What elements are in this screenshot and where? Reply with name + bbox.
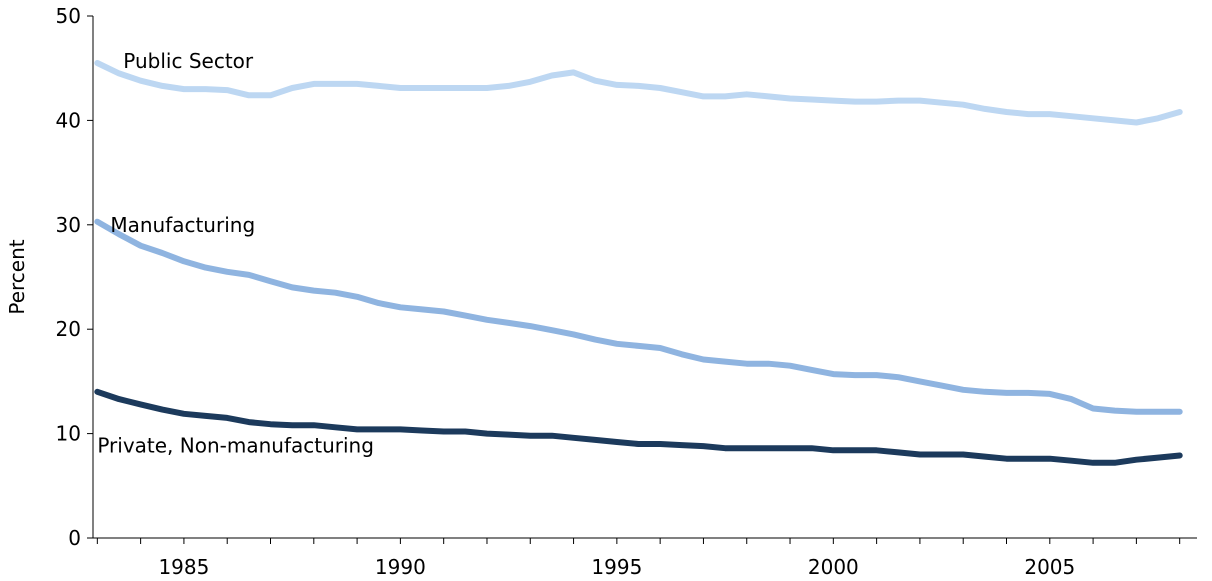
series-line-2: [94, 388, 1183, 466]
y-axis: 0 10 20 30 40 50: [56, 4, 94, 550]
y-tick-label: 0: [68, 526, 81, 550]
series-line-1: [94, 218, 1183, 415]
series-label-2: Private, Non-manufacturing: [97, 433, 374, 457]
series-label-0: Public Sector: [123, 49, 254, 73]
x-tick-label: 2005: [1024, 555, 1075, 579]
y-tick-label: 30: [56, 213, 81, 237]
x-axis: 1985 1990 1995 2000 2005: [93, 537, 1197, 579]
series-layer: [94, 60, 1183, 466]
series-line-0: [94, 60, 1183, 126]
x-tick-label: 1985: [158, 555, 209, 579]
y-tick-label: 40: [56, 108, 81, 132]
series-label-1: Manufacturing: [110, 213, 255, 237]
y-tick-label: 20: [56, 317, 81, 341]
x-tick-label: 1990: [375, 555, 426, 579]
y-axis-title: Percent: [5, 239, 29, 314]
y-tick-label: 10: [56, 422, 81, 446]
x-tick-label: 1995: [591, 555, 642, 579]
y-tick-label: 50: [56, 4, 81, 28]
x-tick-label: 2000: [808, 555, 859, 579]
series-labels: Public Sector Manufacturing Private, Non-m…: [97, 49, 374, 457]
